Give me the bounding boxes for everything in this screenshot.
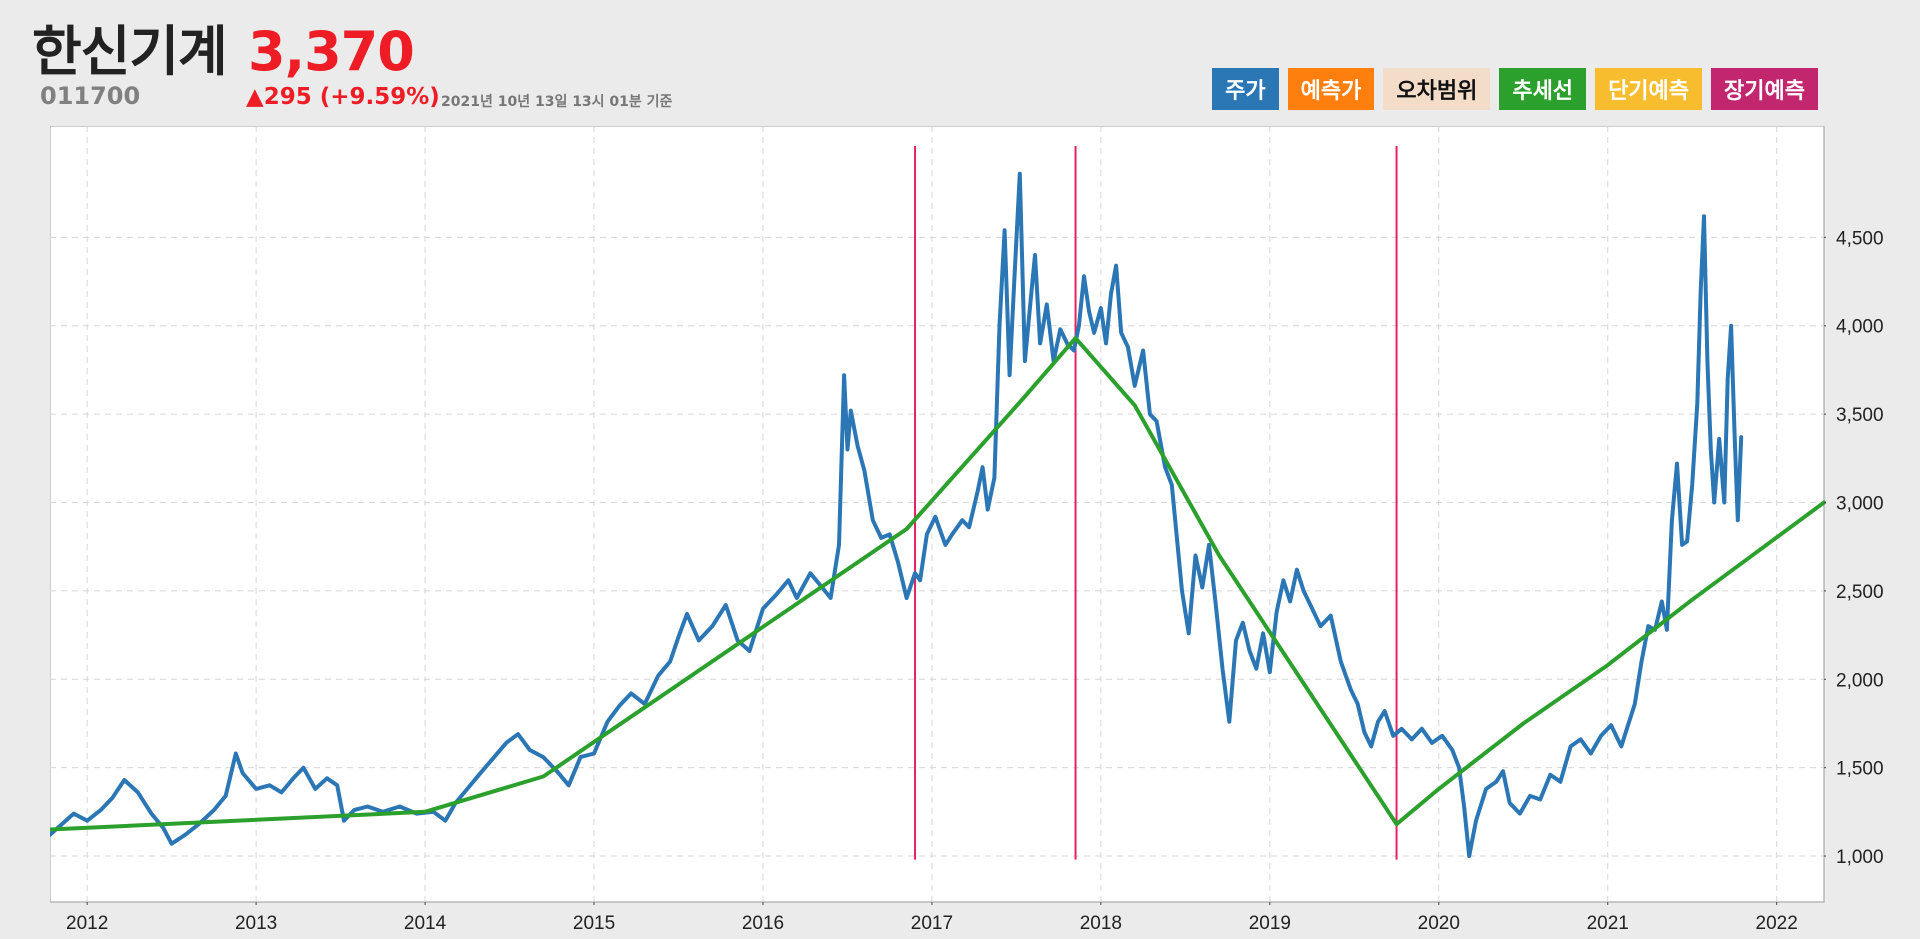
- y-tick-label: 3,500: [1836, 405, 1884, 426]
- trendline-series-line: [50, 336, 1826, 832]
- x-axis-labels: 2012 2013 2014 2015 2016 2017 2018 2019 2020 2021…: [66, 913, 1798, 934]
- legend: 주가 예측가 오차범위 추세선 단기예측 장기예측: [1212, 68, 1818, 110]
- legend-price-button[interactable]: 주가: [1212, 68, 1279, 110]
- price-change: ▲295 (+9.59%): [246, 84, 440, 110]
- x-tick-label: 2012: [66, 913, 108, 934]
- y-tick-label: 4,000: [1836, 317, 1884, 338]
- legend-long-term-button[interactable]: 장기예측: [1711, 68, 1818, 110]
- x-tick-label: 2022: [1756, 913, 1798, 934]
- y-tick-label: 1,000: [1836, 847, 1884, 868]
- current-price: 3,370: [248, 20, 415, 83]
- y-tick-label: 2,000: [1836, 670, 1884, 691]
- plot-background: [50, 126, 1825, 903]
- legend-error-range-button[interactable]: 오차범위: [1383, 68, 1491, 110]
- x-tick-label: 2016: [742, 913, 784, 934]
- stock-chart: [50, 126, 1826, 905]
- x-tick-label: 2018: [1080, 913, 1122, 934]
- chart-area: [50, 126, 1826, 905]
- y-tick-label: 2,500: [1836, 582, 1884, 603]
- legend-trendline-button[interactable]: 추세선: [1499, 68, 1587, 110]
- x-tick-label: 2013: [235, 913, 277, 934]
- x-tick-label: 2015: [573, 913, 615, 934]
- x-tick-label: 2019: [1249, 913, 1291, 934]
- y-tick-label: 3,000: [1836, 494, 1884, 515]
- x-tick-label: 2021: [1587, 913, 1629, 934]
- y-tick-label: 4,500: [1836, 228, 1884, 249]
- y-tick-label: 1,500: [1836, 759, 1884, 780]
- as-of-timestamp: 2021년 10년 13일 13시 01분 기준: [441, 94, 673, 110]
- x-tick-label: 2020: [1418, 913, 1460, 934]
- stock-name: 한신기계: [32, 20, 228, 83]
- x-tick-label: 2017: [911, 913, 953, 934]
- y-axis-labels: 1,000 1,500 2,000 2,500 3,000 3,500 4,000 4,500: [1836, 228, 1884, 868]
- legend-forecast-button[interactable]: 예측가: [1287, 68, 1375, 110]
- legend-short-term-button[interactable]: 단기예측: [1595, 68, 1703, 110]
- stock-code: 011700: [40, 82, 141, 110]
- x-tick-label: 2014: [404, 913, 447, 934]
